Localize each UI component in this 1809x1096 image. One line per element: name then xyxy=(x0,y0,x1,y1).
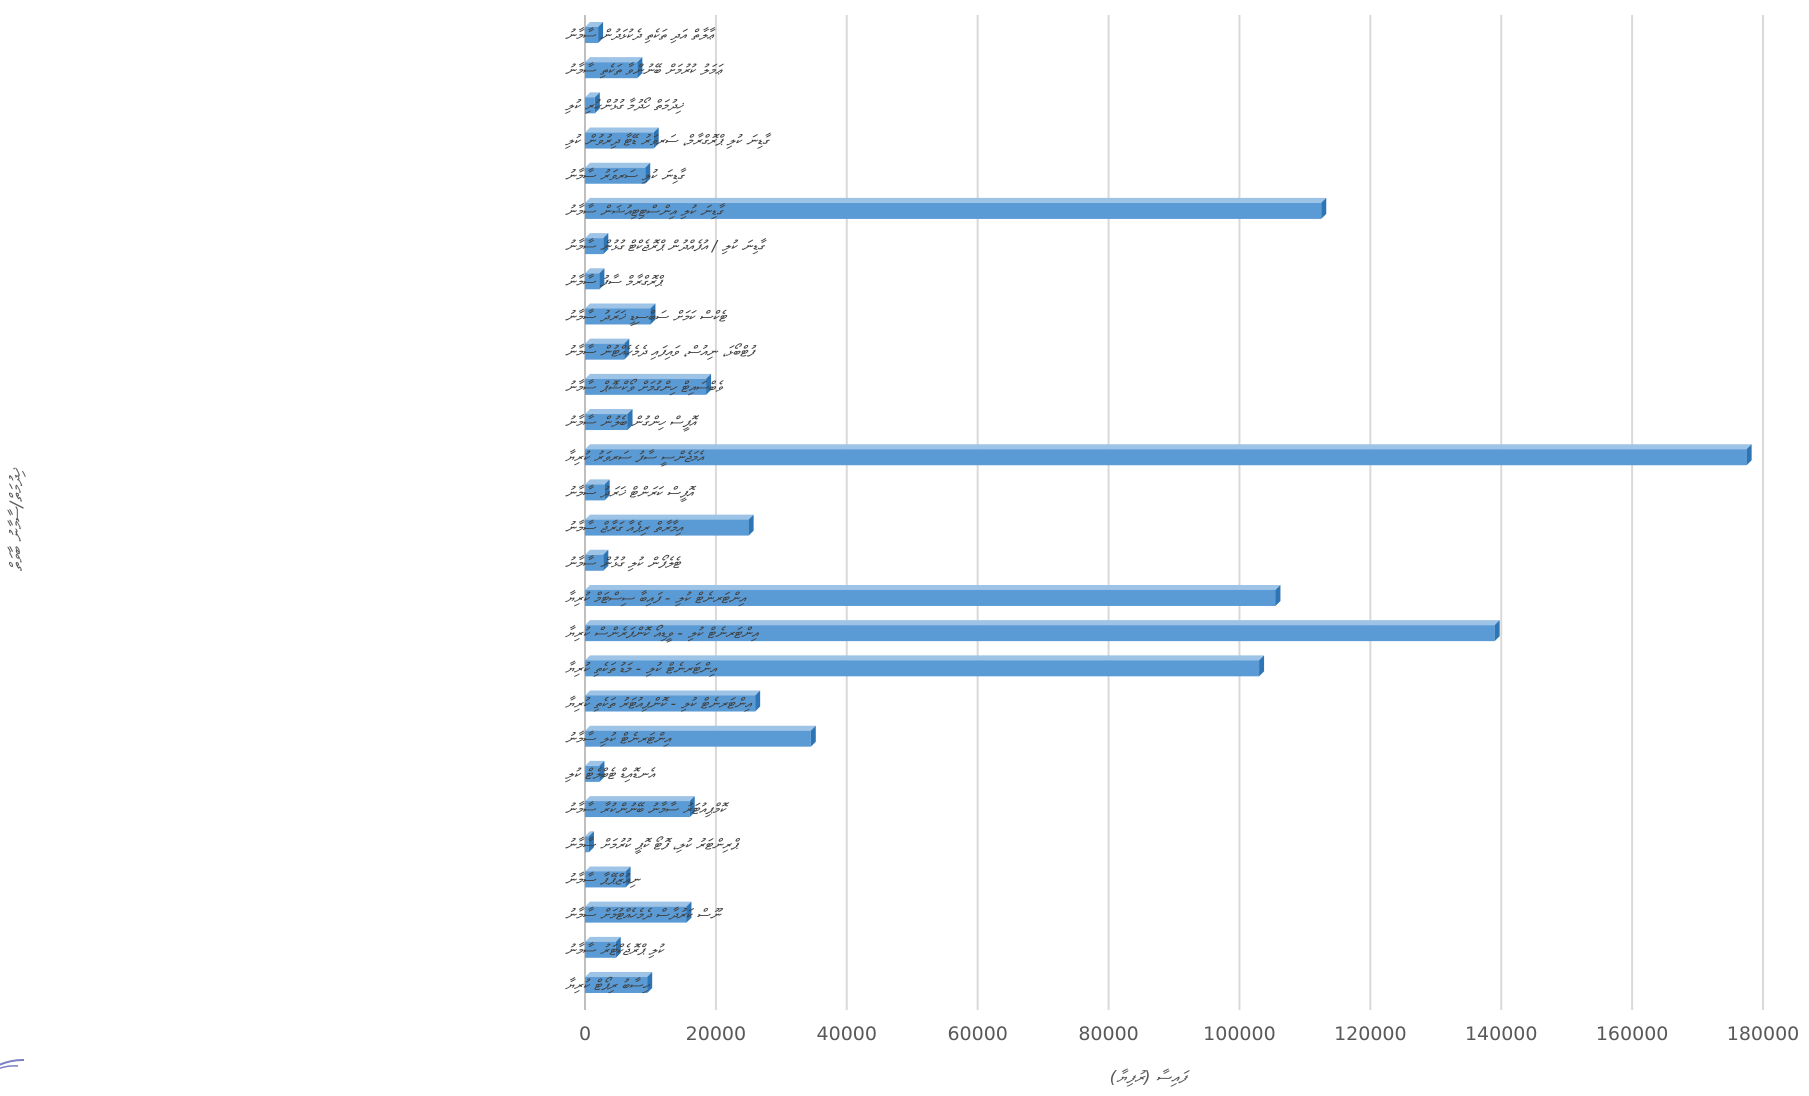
category-label: ނިއުޒްޕޭޕާ ސާމާނު xyxy=(565,870,641,888)
category-label: އިންޓަރނެޓް ކުލި - ވީޑިއޯ ކޮންފަރެންސް ކ… xyxy=(565,624,759,643)
category-label: އެމަޖެންސީ ސާފު ސަރވަރު ކުރިޔާ xyxy=(565,448,705,467)
x-tick-label: 160000 xyxy=(1596,1023,1669,1045)
category-labels: ޢާލާތް އަދި ތަކެތި ދެކުޅަދުން ސާމާނު ޢަމަ… xyxy=(565,26,771,994)
category-label: އޮފީސް ކަރަންޓް ޚަރަދު ސާމާނު xyxy=(565,483,697,502)
category-label: ކުލި ޕްރޮޖެކްޓަރު ސާމާނު xyxy=(565,941,666,959)
category-label: އިންޓަރނެޓް ކުލި - މަޑު ތަކެތި ކުރިޔާ xyxy=(565,659,717,677)
category-label: ފުޓްބޯޅަ، ނިއުސް، ވައިފައި ދެމެހެއްޓުން … xyxy=(565,343,757,361)
category-label: އިންޓަރނެޓް ކުލި - ކޮންޕިއުޓަރު ތަކެތި ކ… xyxy=(565,695,752,713)
x-tick-label: 80000 xyxy=(1078,1023,1138,1045)
category-label: ކޮމްޕިއުޓަރު ސާމާނު ބޭނުންކުރާ ސާމާނު xyxy=(565,800,730,818)
category-label: ޓެކްސް ކަމަށް ސަބްސިޑީ ޚަރަދު ސާމާނު xyxy=(565,307,728,326)
category-label: ޓެލެފޯން ކުލި ގުޅުން ސާމާނު xyxy=(565,554,682,572)
category-label: ގާޑިނަ ކުލި އިންސްޓިޓިއުޝަން ސާމާނު xyxy=(565,202,725,220)
category-label: އިންޓަރނެޓް ކުލި - ފައިބާ ސިސްޓަމް ކުރިޔ… xyxy=(565,589,747,607)
category-label: ގާޑިނަ ކުލި ސަރވަރު ސާމާނު xyxy=(565,167,687,185)
bar-top-face xyxy=(585,444,1752,449)
category-label: ހިސާބު ރިޕޯޓް ކުރިޔާ xyxy=(565,976,651,994)
x-tick-label: 40000 xyxy=(817,1023,877,1045)
corner-logo xyxy=(0,1060,24,1092)
x-tick-label: 20000 xyxy=(686,1023,746,1045)
category-label: ޕްރިންޓަރު ކުލި، ފޮޓޯ ކޮޕީ ކުރުމަށް ސާމާ… xyxy=(565,835,741,854)
x-tick-label: 100000 xyxy=(1203,1023,1276,1045)
category-label: ވެބްސައިޓް ހިންގުމަށް ވޯކްޝޮޕް ސާމާނު xyxy=(565,378,724,396)
category-label: ޚިދުމަތް ހޯދުމާ ގުޅުންހުރި ކުލި xyxy=(565,96,685,114)
x-tick-label: 140000 xyxy=(1465,1023,1538,1045)
gridlines xyxy=(585,15,1763,1010)
x-axis-title: ފައިސާ (ރުފިޔާ) xyxy=(1110,1068,1191,1088)
category-label: ގާޑިނަ ކުލި / އުފެއްދުން ޕްރޮޖެކްޓް ގުޅު… xyxy=(565,237,767,255)
category-label: ޢަމަލު ކުރުމަށް ބޭނުންވާ ތަކެތި ސާމާނު xyxy=(565,61,724,79)
category-label: ނޫސް ކަރުދާސް ދެމެހެއްޓުމަށް ސާމާނު xyxy=(565,906,723,924)
x-tick-labels: 0 20000 40000 60000 80000 100000 120000 140000 1… xyxy=(579,1023,1799,1045)
x-tick-label: 0 xyxy=(579,1023,591,1045)
category-label: ގާޑިނަ ކުލި ޕްރޮގްރާމް، ސަރވަރު ޑޭޓާ ދިރ… xyxy=(565,132,771,150)
x-tick-label: 120000 xyxy=(1334,1023,1407,1045)
x-tick-label: 180000 xyxy=(1727,1023,1800,1045)
category-label: ޢާލާތް އަދި ތަކެތި ދެކުޅަދުން ސާމާނު xyxy=(565,26,716,44)
category-label: އެނޑޮއިޑް ޓެބްލެޓް ކުލި xyxy=(565,765,656,783)
category-label: އިންޓަރނެޓް ކުލި ސާމާނު xyxy=(565,730,672,748)
y-axis-title: ޚިދުމަތް/ސާމާނު ބާވަތް xyxy=(7,467,27,571)
category-label: އޮފީސް ހިންގުން ބެލުން ސާމާނު xyxy=(565,413,700,432)
bars xyxy=(585,22,1752,993)
category-label: އިމާރާތް ރިޕެއާ ގަރާޖް ސާމާނު xyxy=(565,519,684,537)
bar-front-face xyxy=(585,449,1747,465)
category-label: ޕްރޮގްރާމް ސާފު ސާމާނު xyxy=(565,272,665,290)
x-tick-label: 60000 xyxy=(947,1023,1007,1045)
bar xyxy=(585,444,1752,465)
